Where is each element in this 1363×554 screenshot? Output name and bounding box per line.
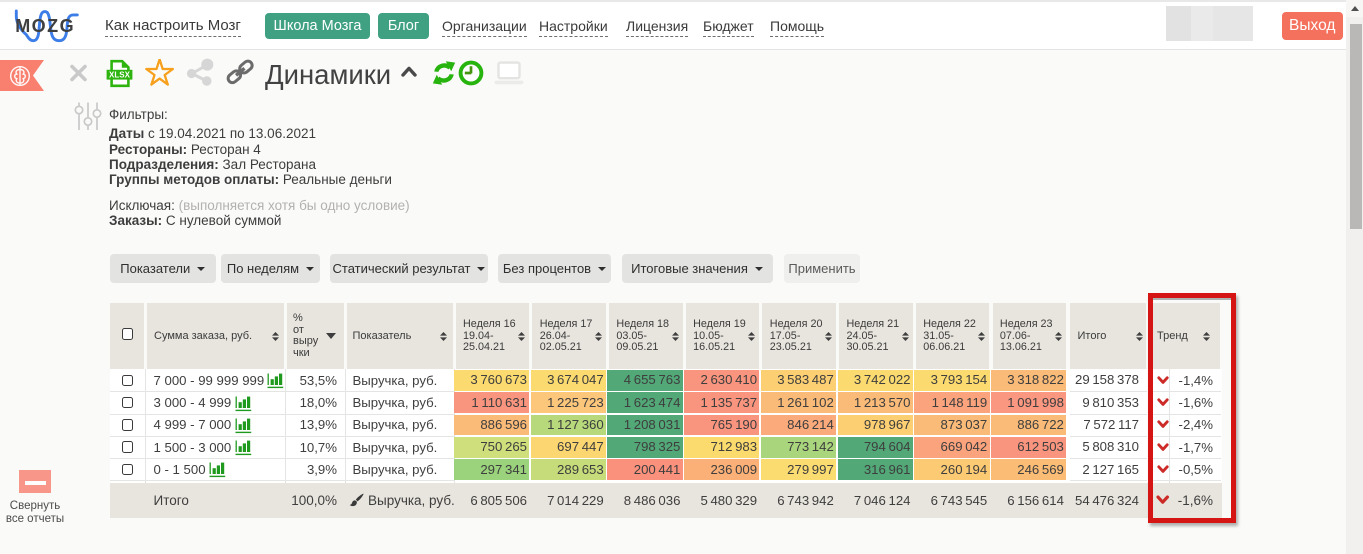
svg-text:MOZG: MOZG xyxy=(15,16,75,36)
svg-text:XLSX: XLSX xyxy=(109,70,131,79)
